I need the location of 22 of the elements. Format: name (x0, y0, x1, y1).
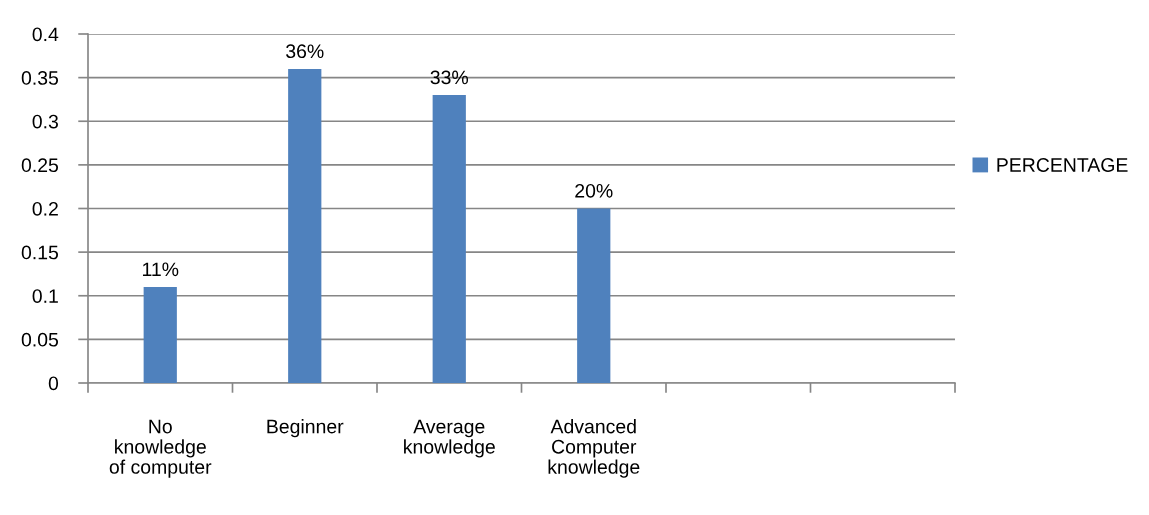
data-label: 33% (430, 70, 469, 85)
data-label: 36% (286, 44, 324, 59)
y-tick-label: 0.35 (21, 71, 59, 85)
bar (288, 68, 322, 383)
x-tick-label: Advanced Computer knowledge (548, 419, 640, 478)
legend-label: PERCENTAGE (997, 158, 1128, 172)
y-tick-label: 0.4 (32, 27, 59, 42)
y-tick-label: 0.25 (21, 158, 59, 173)
x-tick-label: Beginner (267, 419, 344, 438)
bar (577, 208, 611, 383)
y-tick-label: 0.15 (21, 245, 59, 260)
y-tick-label: 0.1 (32, 289, 58, 303)
y-tick-label: 0.05 (21, 332, 59, 347)
data-label: 11% (142, 262, 179, 277)
x-tick-label: Average knowledge (404, 419, 495, 458)
y-tick-label: 0.2 (32, 201, 58, 216)
y-tick-label: 0 (48, 376, 59, 391)
bar (432, 95, 466, 383)
x-tick-label: No knowledge of computer (109, 419, 212, 478)
bar (143, 287, 177, 383)
y-tick-label: 0.3 (32, 114, 58, 129)
data-label: 20% (575, 183, 613, 198)
